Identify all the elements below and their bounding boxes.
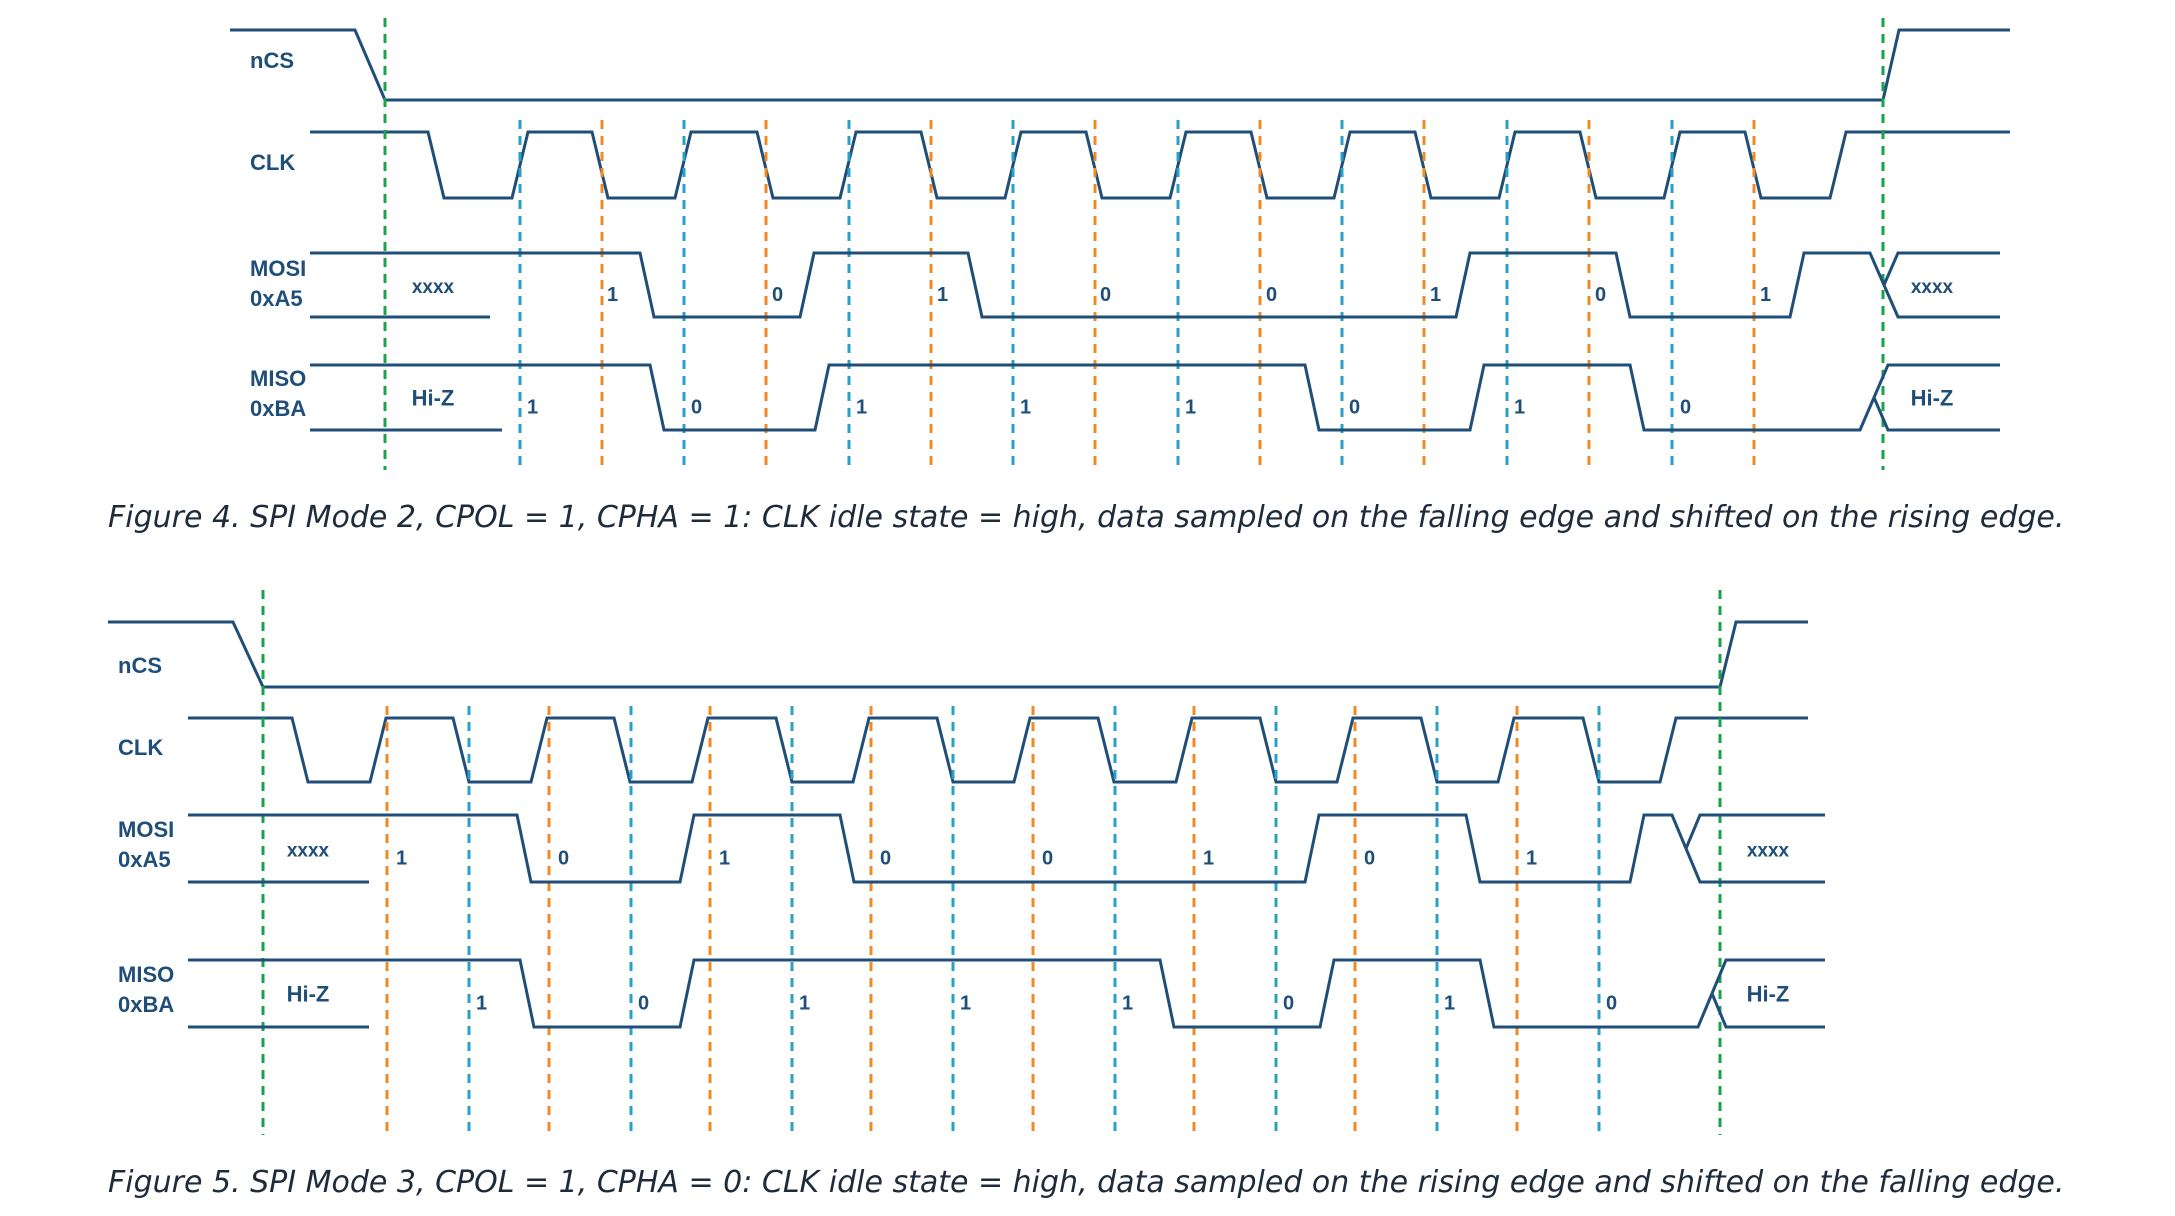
figure-5: nCS CLK MOSI 0xA5 MISO 0xBA xxxx xxxx 1 0 1 0 0 1 0 1 Hi… bbox=[0, 580, 2175, 1216]
miso-bit-waveform bbox=[502, 363, 1876, 432]
bit-label: 1 bbox=[527, 397, 538, 419]
mosi-start-fill-label: xxxx bbox=[412, 277, 455, 298]
mosi-bit-waveform bbox=[490, 251, 1886, 319]
miso-label: MISO bbox=[118, 962, 174, 987]
bit-label: 1 bbox=[396, 848, 407, 870]
mosi-value-label: 0xA5 bbox=[118, 847, 171, 872]
bit-label: 0 bbox=[1606, 993, 1617, 1015]
bit-label: 1 bbox=[937, 284, 948, 306]
bit-label: 1 bbox=[719, 848, 730, 870]
mosi-end-bottom bbox=[1684, 847, 1825, 884]
bit-label: 1 bbox=[476, 993, 487, 1015]
bit-label: 1 bbox=[1430, 284, 1441, 306]
miso-end-top bbox=[1872, 363, 2000, 399]
bit-label: 0 bbox=[880, 848, 891, 870]
miso-value-label: 0xBA bbox=[118, 992, 174, 1017]
clk-label: CLK bbox=[118, 735, 163, 760]
miso-value-label: 0xBA bbox=[250, 396, 306, 421]
clk-waveform bbox=[310, 130, 2010, 200]
bit-label: 1 bbox=[1444, 993, 1455, 1015]
figure-4: nCS CLK MOSI 0xA5 MISO 0xBA xxxx xxxx 1 0 1 0 0 1 0 1 Hi… bbox=[0, 0, 2175, 560]
ncs-label: nCS bbox=[250, 48, 294, 73]
mosi-end-top bbox=[1684, 813, 1825, 850]
mosi-end-fill-label: xxxx bbox=[1747, 841, 1790, 862]
bit-label: 1 bbox=[1760, 284, 1771, 306]
clk-label: CLK bbox=[250, 150, 295, 175]
bit-label: 1 bbox=[1122, 993, 1133, 1015]
bit-label: 0 bbox=[1100, 284, 1111, 306]
bit-label: 1 bbox=[1526, 848, 1537, 870]
timing-diagram-mode-3: nCS CLK MOSI 0xA5 MISO 0xBA xxxx xxxx 1 0 1 0 0 1 0 1 Hi… bbox=[108, 590, 1825, 1135]
bit-label: 0 bbox=[638, 993, 649, 1015]
mosi-bit-waveform bbox=[369, 813, 1688, 884]
miso-end-bottom bbox=[1710, 992, 1825, 1029]
mosi-label: MOSI bbox=[250, 256, 306, 281]
mosi-end-top bbox=[1882, 251, 2000, 286]
bit-label: 0 bbox=[691, 397, 702, 419]
figure-caption: Figure 4. SPI Mode 2, CPOL = 1, CPHA = 1… bbox=[108, 500, 2065, 535]
bit-label: 1 bbox=[607, 284, 618, 306]
bit-label: 1 bbox=[1203, 848, 1214, 870]
bit-label: 0 bbox=[558, 848, 569, 870]
bit-label: 0 bbox=[1680, 397, 1691, 419]
bit-label: 0 bbox=[1349, 397, 1360, 419]
bit-label: 0 bbox=[1283, 993, 1294, 1015]
miso-end-bottom bbox=[1872, 396, 2000, 432]
mosi-end-bottom bbox=[1882, 284, 2000, 319]
ncs-waveform bbox=[230, 28, 2010, 102]
bit-label: 1 bbox=[960, 993, 971, 1015]
bit-label: 1 bbox=[1020, 397, 1031, 419]
miso-bit-waveform bbox=[369, 958, 1714, 1029]
bit-label: 1 bbox=[799, 993, 810, 1015]
ncs-label: nCS bbox=[118, 653, 162, 678]
miso-end-fill-label: Hi-Z bbox=[1911, 386, 1954, 411]
bit-label: 1 bbox=[1185, 397, 1196, 419]
bit-label: 1 bbox=[856, 397, 867, 419]
miso-end-fill-label: Hi-Z bbox=[1747, 982, 1790, 1007]
miso-label: MISO bbox=[250, 366, 306, 391]
mosi-label: MOSI bbox=[118, 817, 174, 842]
figure-caption: Figure 5. SPI Mode 3, CPOL = 1, CPHA = 0… bbox=[108, 1165, 2065, 1200]
bit-label: 0 bbox=[1266, 284, 1277, 306]
timing-diagram-mode-2: nCS CLK MOSI 0xA5 MISO 0xBA xxxx xxxx 1 0 1 0 0 1 0 1 Hi… bbox=[230, 18, 2010, 470]
bit-label: 0 bbox=[1364, 848, 1375, 870]
bit-label: 1 bbox=[1514, 397, 1525, 419]
miso-start-fill-label: Hi-Z bbox=[287, 982, 330, 1007]
mosi-value-label: 0xA5 bbox=[250, 286, 303, 311]
ncs-waveform bbox=[108, 620, 1808, 689]
mosi-start-fill-label: xxxx bbox=[287, 841, 330, 862]
miso-start-fill-label: Hi-Z bbox=[412, 386, 455, 411]
clk-waveform bbox=[188, 716, 1808, 784]
bit-label: 0 bbox=[1042, 848, 1053, 870]
bit-label: 0 bbox=[1595, 284, 1606, 306]
mosi-end-fill-label: xxxx bbox=[1911, 277, 1954, 298]
miso-end-top bbox=[1710, 958, 1825, 995]
bit-label: 0 bbox=[772, 284, 783, 306]
